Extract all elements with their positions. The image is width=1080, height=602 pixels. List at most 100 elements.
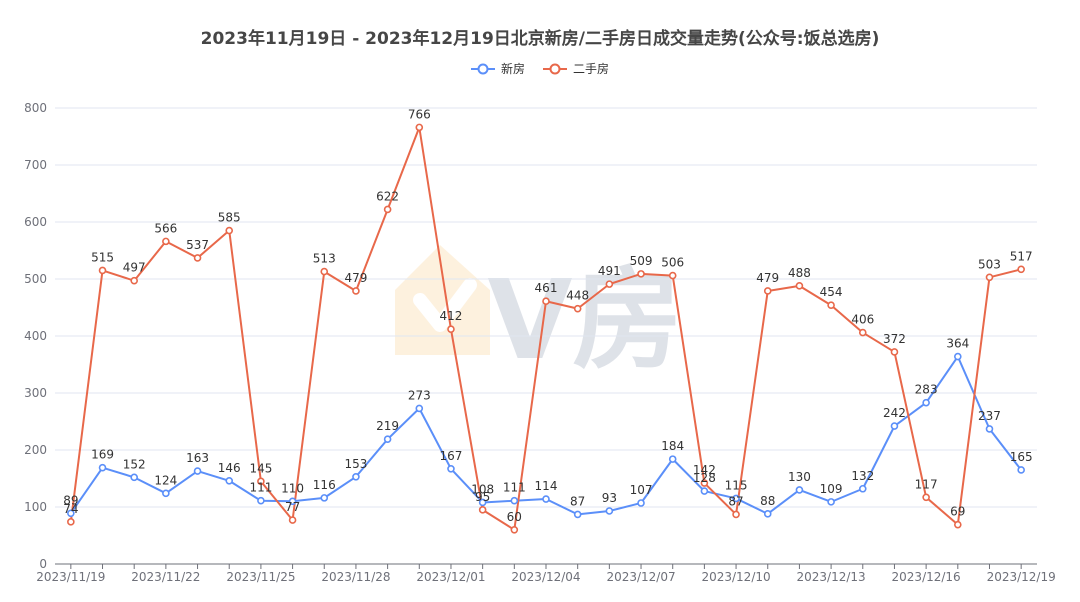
data-point-new-homes (763, 510, 772, 518)
legend-item-second-hand[interactable]: 二手房 (543, 60, 609, 77)
data-point-second-hand (162, 237, 170, 246)
data-point-second-hand (415, 123, 424, 132)
data-label-second-hand: 69 (950, 505, 965, 519)
data-label-new-homes: 88 (760, 494, 775, 508)
data-point-new-homes (605, 507, 614, 515)
data-point-second-hand (383, 205, 392, 214)
data-point-new-homes (478, 498, 487, 507)
data-label-new-homes: 219 (376, 419, 399, 433)
data-point-second-hand (700, 479, 709, 487)
data-label-new-homes: 111 (503, 481, 526, 495)
data-point-second-hand (795, 282, 804, 290)
data-label-new-homes: 130 (788, 470, 811, 484)
data-point-second-hand (890, 348, 899, 356)
data-point-new-homes (225, 476, 234, 485)
data-point-new-homes (985, 425, 994, 433)
y-tick-label: 800 (24, 101, 47, 115)
data-label-second-hand: 461 (535, 281, 558, 295)
data-label-second-hand: 566 (154, 221, 177, 235)
data-label-new-homes: 283 (915, 383, 938, 397)
data-point-second-hand (542, 297, 550, 306)
data-point-new-homes (922, 398, 930, 407)
data-point-new-homes (193, 467, 202, 475)
legend-second-hand-label: 二手房 (573, 62, 610, 76)
data-label-second-hand: 497 (123, 261, 146, 275)
data-label-new-homes: 153 (344, 457, 367, 471)
data-label-second-hand: 766 (408, 107, 431, 121)
data-label-new-homes: 107 (630, 483, 653, 497)
y-tick-label: 400 (24, 329, 47, 343)
x-tick-label: 2023/12/19 (987, 570, 1056, 584)
data-point-second-hand (193, 254, 202, 262)
data-label-second-hand: 585 (218, 211, 241, 225)
data-label-new-homes: 110 (281, 481, 304, 495)
data-label-second-hand: 372 (883, 332, 906, 346)
y-tick-label: 700 (24, 158, 47, 172)
data-label-new-homes: 169 (91, 448, 114, 462)
data-point-second-hand (130, 276, 138, 285)
data-label-new-homes: 128 (693, 471, 716, 485)
data-point-second-hand (352, 287, 360, 295)
data-point-second-hand (447, 325, 455, 333)
data-label-second-hand: 509 (630, 254, 653, 268)
x-tick-label: 2023/12/13 (797, 570, 866, 584)
data-point-second-hand (573, 304, 582, 313)
data-point-new-homes (288, 497, 297, 506)
data-label-new-homes: 115 (725, 478, 748, 492)
data-label-second-hand: 60 (507, 510, 522, 524)
data-point-second-hand (98, 266, 107, 275)
data-label-second-hand: 479 (756, 271, 779, 285)
watermark-text: V房 (487, 256, 682, 384)
chart-title: 2023年11月19日 - 2023年12月19日北京新房/二手房日成交量走势(… (200, 29, 880, 49)
data-point-second-hand (510, 525, 519, 534)
legend-item-new-homes[interactable]: 新房 (470, 60, 525, 77)
data-point-new-homes (1017, 466, 1025, 474)
data-point-second-hand (605, 280, 614, 288)
data-point-new-homes (732, 494, 740, 503)
data-point-second-hand (827, 301, 835, 310)
data-label-second-hand: 145 (249, 461, 272, 475)
data-point-second-hand (320, 267, 329, 276)
x-tick-label: 2023/11/22 (131, 570, 200, 584)
data-label-second-hand: 488 (788, 266, 811, 280)
data-label-new-homes: 108 (471, 482, 494, 496)
data-label-new-homes: 93 (602, 491, 617, 505)
data-point-second-hand (478, 506, 487, 514)
data-label-second-hand: 479 (344, 271, 367, 285)
data-label-new-homes: 163 (186, 451, 209, 465)
data-label-second-hand: 77 (285, 500, 300, 514)
data-point-second-hand (954, 520, 962, 529)
watermark-logo: V房 (395, 245, 683, 384)
data-point-new-homes (668, 455, 677, 463)
data-label-second-hand: 537 (186, 238, 209, 252)
data-label-second-hand: 503 (978, 257, 1001, 271)
y-tick-label: 0 (39, 557, 47, 571)
data-point-new-homes (257, 496, 265, 505)
data-label-second-hand: 491 (598, 264, 621, 278)
legend-new-homes-label: 新房 (500, 62, 525, 76)
data-point-second-hand (985, 273, 994, 282)
x-tick-label: 2023/11/28 (321, 570, 390, 584)
data-label-new-homes: 124 (154, 473, 177, 487)
data-label-new-homes: 87 (570, 494, 585, 508)
data-point-new-homes (320, 494, 329, 502)
data-label-second-hand: 95 (475, 490, 490, 504)
data-label-second-hand: 74 (63, 502, 78, 516)
data-label-second-hand: 622 (376, 189, 399, 203)
data-point-new-homes (573, 510, 582, 519)
data-label-second-hand: 87 (728, 494, 743, 508)
data-point-second-hand (225, 226, 234, 235)
data-label-new-homes: 146 (218, 461, 241, 475)
y-tick-label: 200 (24, 443, 47, 457)
data-point-new-homes (542, 495, 550, 503)
data-label-second-hand: 448 (566, 289, 589, 303)
data-point-second-hand (763, 287, 772, 295)
x-tick-label: 2023/11/25 (226, 570, 295, 584)
x-tick-label: 2023/12/10 (701, 570, 770, 584)
data-point-second-hand (257, 477, 265, 486)
data-point-new-homes (890, 422, 899, 430)
data-label-second-hand: 406 (851, 313, 874, 327)
legend-new-homes-swatch (470, 63, 495, 74)
data-label-new-homes: 111 (249, 481, 272, 495)
data-label-second-hand: 513 (313, 252, 336, 266)
